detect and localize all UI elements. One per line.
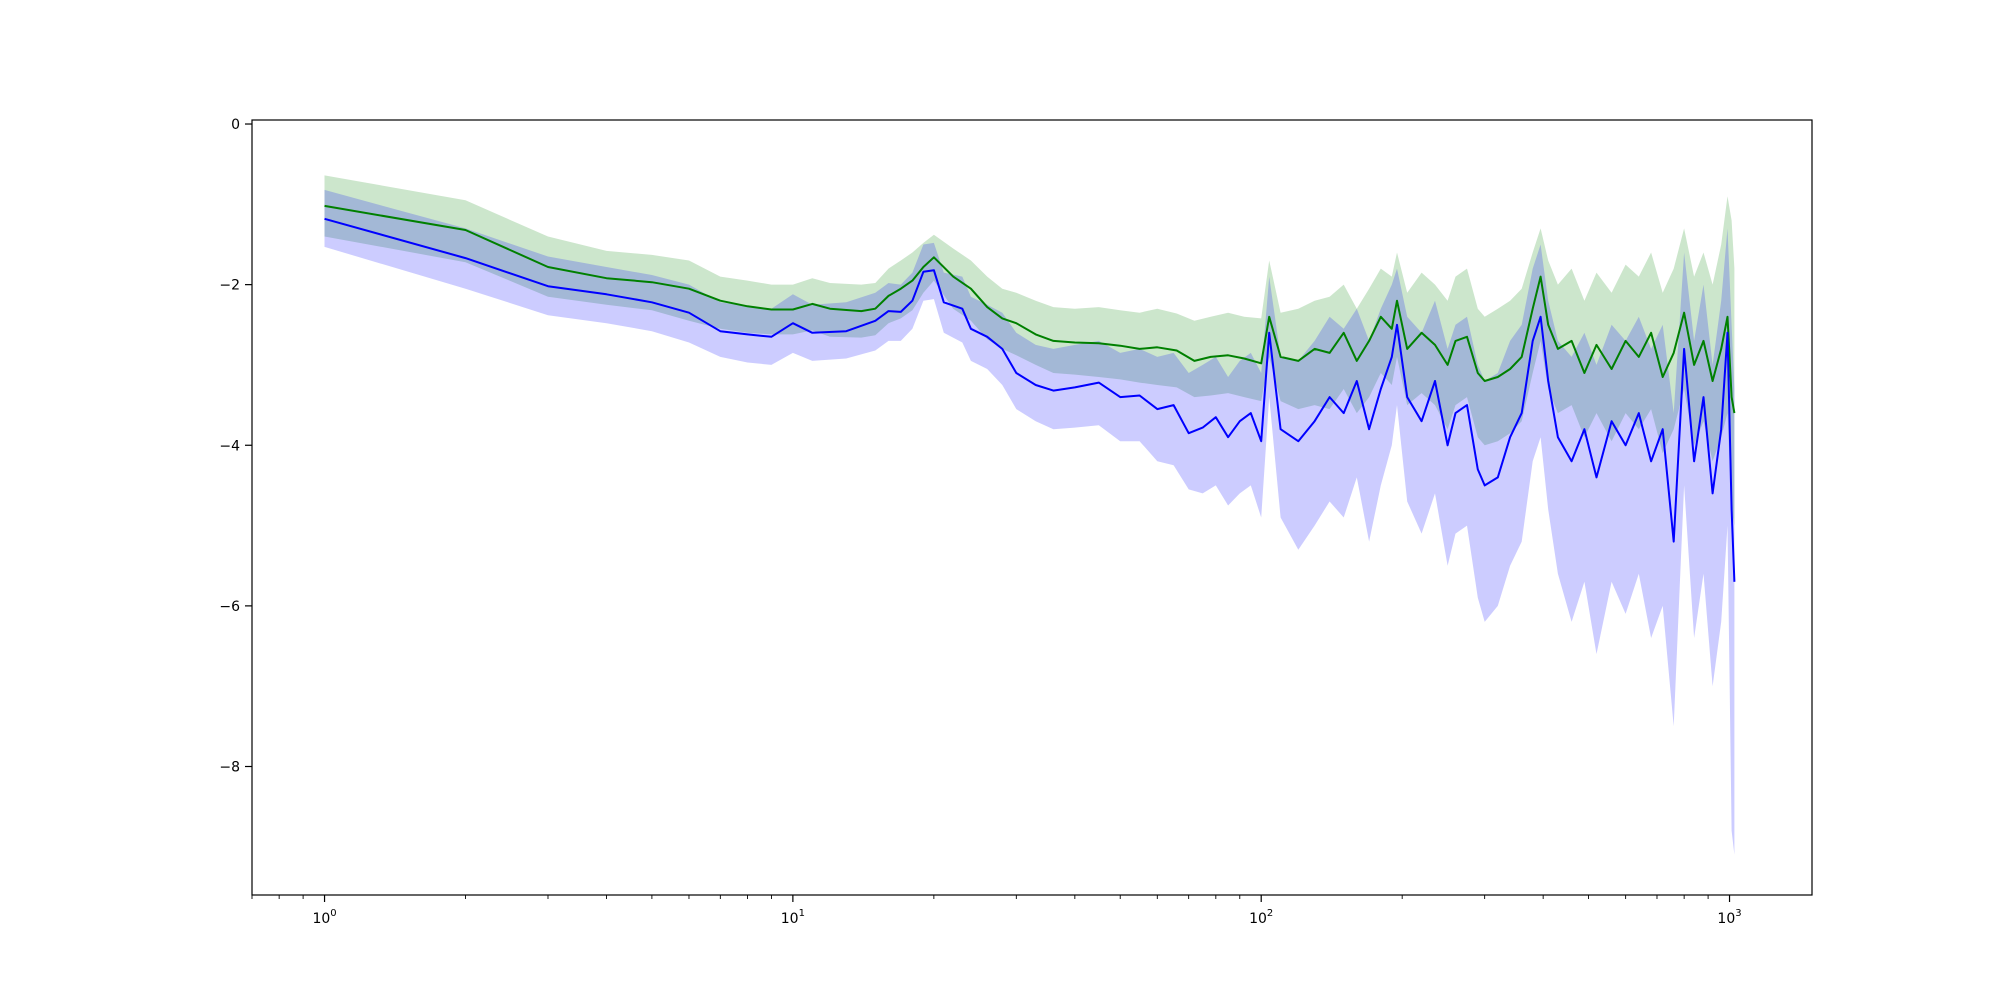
series-lines	[324, 204, 1736, 582]
confidence-bands	[324, 175, 1735, 855]
series-2-line	[324, 217, 1736, 582]
y-tick-label: −6	[219, 599, 240, 615]
series-1-band	[324, 175, 1735, 526]
plot-frame	[251, 119, 1813, 896]
y-tick-label: −8	[219, 760, 240, 776]
y-tick-label: 0	[231, 117, 240, 133]
x-tick-label: 103	[1717, 908, 1741, 927]
series-2-band	[324, 189, 1735, 855]
x-axis: 100 101 102 103	[251, 895, 1742, 927]
y-tick-label: −2	[219, 278, 240, 294]
x-tick-label: 101	[781, 908, 805, 927]
x-tick-label: 100	[312, 908, 336, 927]
y-axis: 0 −2 −4 −6 −8	[219, 117, 252, 776]
series-1-line	[324, 204, 1736, 414]
y-tick-label: −4	[219, 438, 240, 454]
x-tick-label: 102	[1249, 908, 1273, 927]
